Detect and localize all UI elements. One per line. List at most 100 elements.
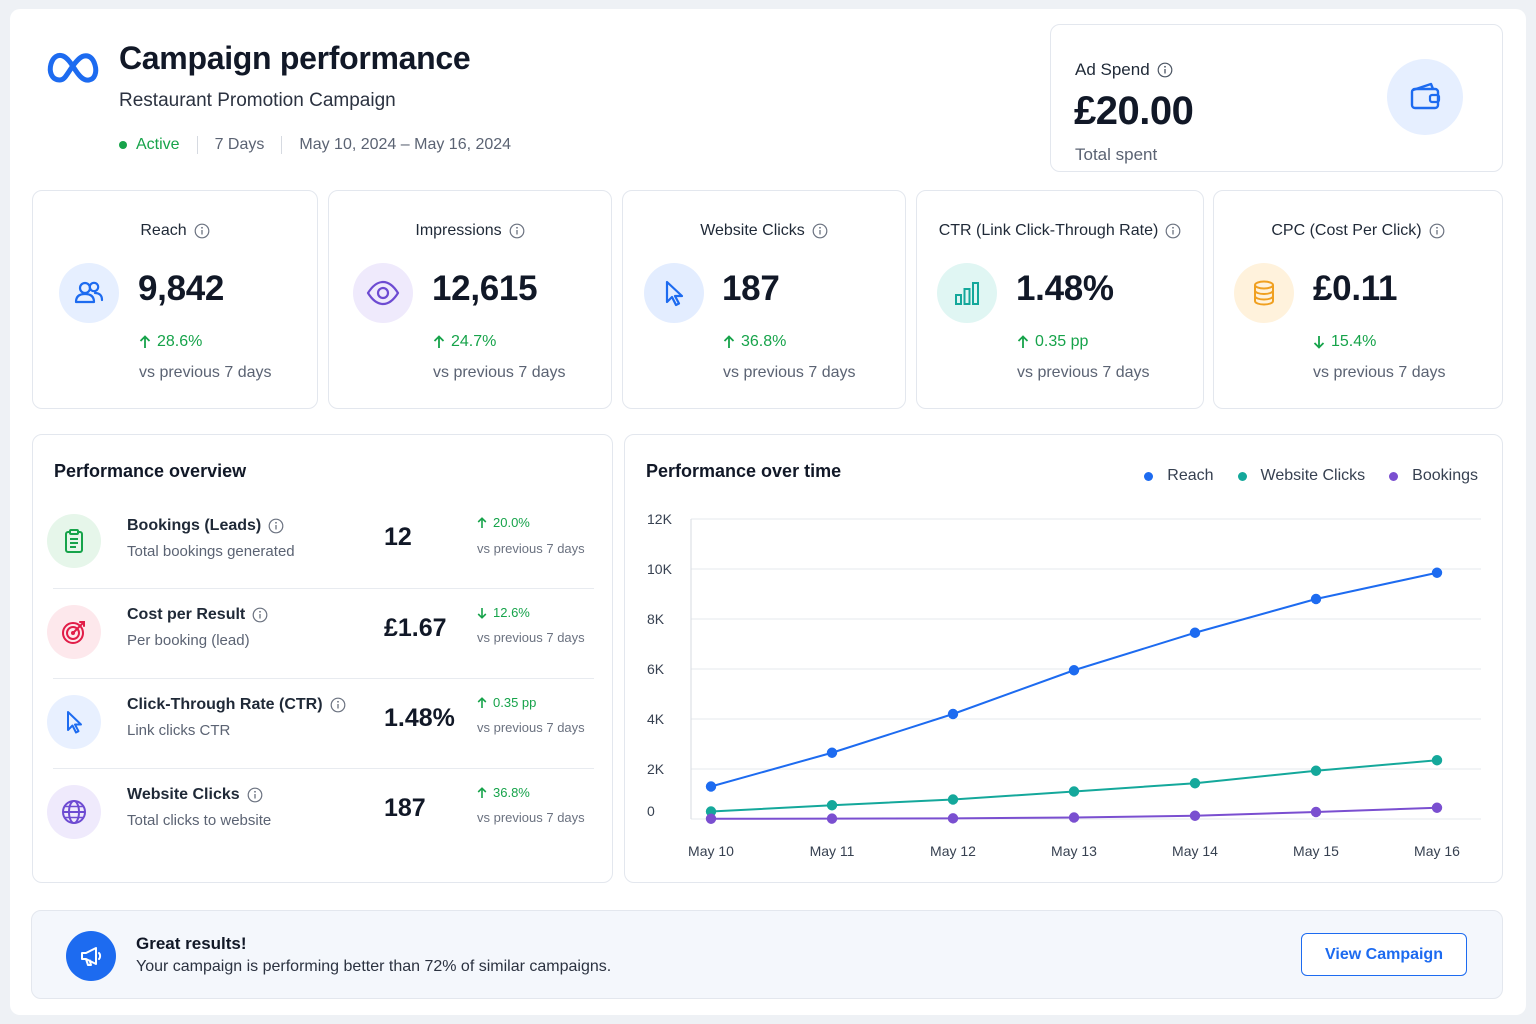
info-icon[interactable] — [330, 697, 346, 713]
y-tick-label: 12K — [647, 511, 673, 527]
info-icon[interactable] — [247, 787, 263, 803]
kpi-card-reach: Reach 9,842 28.6% vs previous 7 days — [32, 190, 318, 409]
data-point-bookings — [1431, 802, 1443, 813]
kpi-value: 12,615 — [432, 269, 538, 308]
series-line-website-clicks — [710, 759, 1438, 813]
kpi-delta: 15.4% — [1313, 333, 1376, 351]
data-point-reach — [1068, 665, 1080, 676]
overview-row-name: Bookings (Leads) — [127, 517, 262, 534]
ad-spend-label: Ad Spend — [1075, 60, 1150, 79]
info-icon[interactable] — [1157, 62, 1173, 78]
data-point-website-clicks — [1068, 786, 1080, 797]
overview-row-website-clicks: Website Clicks Total clicks to website 1… — [47, 768, 595, 858]
legend-label: Bookings — [1412, 467, 1478, 484]
overview-row-compare: vs previous 7 days — [477, 630, 585, 645]
kpi-card-ctr: CTR (Link Click-Through Rate) 1.48% 0.35… — [916, 190, 1204, 409]
kpi-compare: vs previous 7 days — [1017, 364, 1150, 381]
kpi-value: 9,842 — [138, 269, 225, 308]
x-tick-label: May 15 — [1293, 843, 1339, 859]
panel-title: Performance overview — [54, 461, 247, 481]
overview-row-delta-value: 36.8% — [493, 785, 530, 800]
overview-row-name: Click-Through Rate (CTR) — [127, 696, 323, 713]
arrow-down-icon — [1313, 336, 1325, 349]
legend-item-bookings[interactable]: Bookings — [1389, 467, 1478, 485]
kpi-label-row: Reach — [33, 222, 317, 240]
data-point-bookings — [1310, 806, 1322, 818]
info-icon[interactable] — [1429, 223, 1445, 239]
overview-row-delta-value: 12.6% — [493, 605, 530, 620]
overview-row-delta-value: 0.35 pp — [493, 695, 537, 710]
legend-dot-icon — [1389, 471, 1399, 481]
info-icon[interactable] — [1165, 223, 1181, 239]
data-point-reach — [947, 708, 959, 720]
y-tick-label: 10K — [647, 561, 673, 577]
kpi-delta-value: 24.7% — [451, 333, 497, 350]
arrow-up-icon — [477, 696, 487, 708]
chart-legend: Reach Website Clicks Bookings — [1120, 467, 1478, 485]
overview-row-description: Per booking (lead) — [127, 632, 250, 649]
data-point-bookings — [947, 813, 959, 824]
row-divider — [53, 588, 594, 589]
data-point-website-clicks — [826, 800, 838, 811]
row-divider — [53, 678, 594, 679]
kpi-delta: 24.7% — [433, 333, 496, 351]
overview-row-name-row: Cost per Result — [127, 606, 268, 624]
arrow-up-icon — [1017, 335, 1029, 348]
legend-item-website-clicks[interactable]: Website Clicks — [1237, 467, 1366, 485]
y-tick-label: 4K — [647, 711, 665, 727]
overview-row-description: Total clicks to website — [127, 812, 272, 829]
kpi-label: CTR (Link Click-Through Rate) — [938, 222, 1159, 239]
x-tick-label: May 11 — [810, 843, 855, 859]
kpi-delta-value: 36.8% — [741, 333, 787, 350]
kpi-compare: vs previous 7 days — [723, 364, 856, 381]
legend-item-reach[interactable]: Reach — [1144, 467, 1214, 485]
status-text: Active — [136, 136, 180, 153]
kpi-label-row: CPC (Cost Per Click) — [1214, 222, 1502, 240]
x-tick-label: May 12 — [930, 843, 976, 859]
x-tick-label: May 14 — [1172, 843, 1218, 859]
series-line-reach — [710, 571, 1438, 788]
info-icon[interactable] — [268, 518, 284, 534]
data-point-bookings — [1189, 810, 1201, 821]
kpi-delta-value: 28.6% — [157, 333, 203, 350]
arrow-up-icon — [139, 335, 151, 348]
data-point-bookings — [705, 813, 717, 824]
results-banner: Great results! Your campaign is performi… — [31, 910, 1503, 999]
info-icon[interactable] — [194, 223, 210, 239]
data-point-website-clicks — [1310, 765, 1322, 776]
y-tick-label: 8K — [647, 611, 665, 627]
status-badge: Active — [119, 136, 180, 154]
globe-icon — [47, 785, 101, 839]
banner-text: Your campaign is performing better than … — [136, 958, 612, 975]
eye-icon — [353, 263, 413, 323]
kpi-card-website-clicks: Website Clicks 187 36.8% vs previous 7 d… — [622, 190, 906, 409]
overview-row-description: Link clicks CTR — [127, 722, 231, 739]
overview-row-compare: vs previous 7 days — [477, 810, 585, 825]
cursor-icon — [644, 263, 704, 323]
view-campaign-button[interactable]: View Campaign — [1301, 933, 1467, 976]
arrow-up-icon — [723, 335, 735, 348]
overview-row-bookings: Bookings (Leads) Total bookings generate… — [47, 497, 595, 587]
overview-row-name: Cost per Result — [127, 606, 246, 623]
info-icon[interactable] — [509, 223, 525, 239]
kpi-label: Impressions — [415, 222, 502, 239]
legend-label: Website Clicks — [1260, 467, 1366, 484]
row-divider — [53, 768, 594, 769]
info-icon[interactable] — [812, 223, 828, 239]
performance-over-time-panel: Performance over time Reach Website Click… — [624, 434, 1503, 883]
kpi-delta-value: 0.35 pp — [1035, 333, 1089, 350]
meta-divider — [196, 136, 198, 154]
overview-row-compare: vs previous 7 days — [477, 720, 585, 735]
data-point-website-clicks — [1431, 755, 1443, 766]
info-icon[interactable] — [252, 607, 268, 623]
arrow-up-icon — [477, 786, 487, 798]
clipboard-icon — [47, 514, 101, 568]
kpi-delta: 28.6% — [139, 333, 202, 351]
overview-row-name-row: Bookings (Leads) — [127, 517, 284, 535]
kpi-delta-value: 15.4% — [1331, 333, 1377, 350]
page-title: Campaign performance — [119, 40, 471, 76]
performance-overview-panel: Performance overview Bookings (Leads) To… — [32, 434, 613, 883]
data-point-bookings — [826, 813, 838, 824]
status-dot-icon — [119, 141, 127, 149]
data-point-bookings — [1068, 812, 1080, 823]
